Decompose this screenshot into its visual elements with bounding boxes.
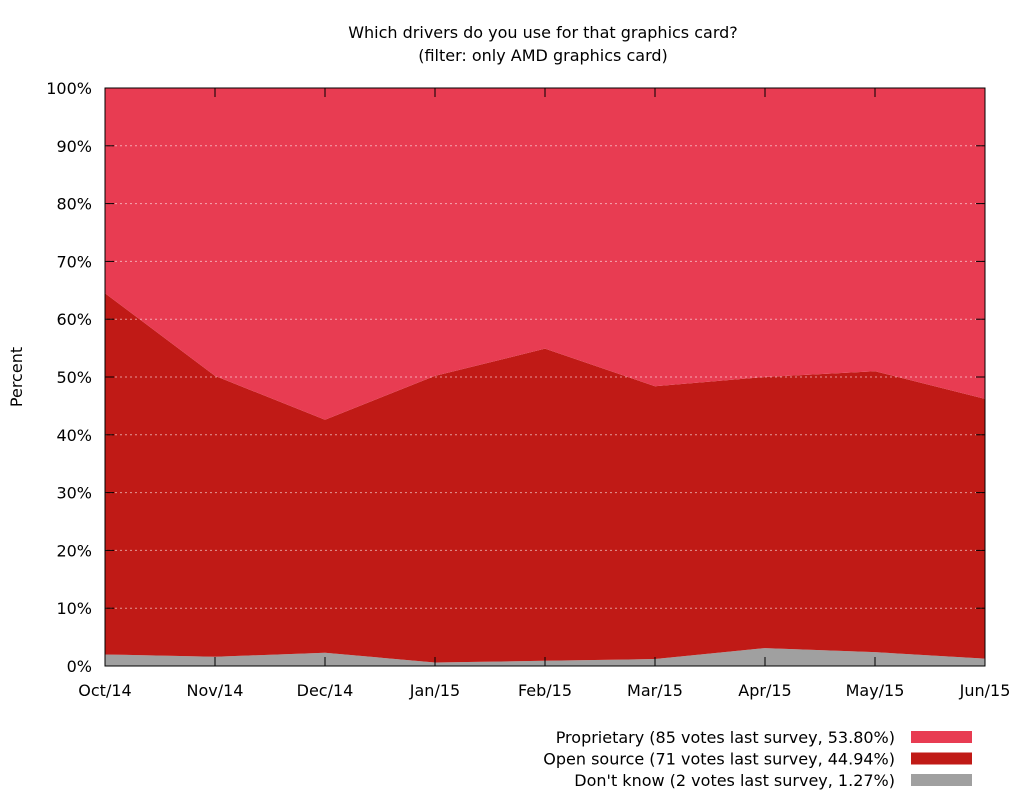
legend-swatch bbox=[911, 752, 972, 765]
y-tick-label: 40% bbox=[56, 426, 92, 445]
y-axis-label: Percent bbox=[7, 347, 26, 407]
series-area-open-source bbox=[105, 293, 985, 663]
legend-swatch bbox=[911, 731, 972, 743]
legend-label: Don't know (2 votes last survey, 1.27%) bbox=[574, 771, 895, 790]
x-tick-label: May/15 bbox=[846, 681, 905, 700]
stacked-areas bbox=[105, 88, 985, 666]
x-tick-label: Jun/15 bbox=[959, 681, 1011, 700]
x-tick-label: Feb/15 bbox=[518, 681, 572, 700]
y-tick-label: 30% bbox=[56, 484, 92, 503]
x-tick-label: Oct/14 bbox=[78, 681, 131, 700]
chart-title: Which drivers do you use for that graphi… bbox=[348, 23, 738, 42]
y-tick-label: 60% bbox=[56, 310, 92, 329]
legend-label: Proprietary (85 votes last survey, 53.80… bbox=[556, 728, 895, 747]
x-tick-label: Dec/14 bbox=[297, 681, 354, 700]
y-tick-label: 100% bbox=[46, 79, 92, 98]
legend: Proprietary (85 votes last survey, 53.80… bbox=[543, 728, 972, 790]
y-tick-label: 50% bbox=[56, 368, 92, 387]
legend-swatch bbox=[911, 774, 972, 786]
y-tick-label: 80% bbox=[56, 195, 92, 214]
y-axis: 0% 10% 20% 30% 40% 50% 60% 70% 80% 90% 100% bbox=[46, 79, 985, 676]
y-tick-label: 70% bbox=[56, 252, 92, 271]
legend-label: Open source (71 votes last survey, 44.94… bbox=[543, 750, 895, 769]
y-tick-label: 0% bbox=[67, 657, 92, 676]
chart-subtitle: (filter: only AMD graphics card) bbox=[418, 46, 668, 65]
series-area-proprietary bbox=[105, 88, 985, 420]
x-tick-label: Nov/14 bbox=[187, 681, 244, 700]
grid-lines bbox=[105, 145, 985, 609]
x-tick-label: Mar/15 bbox=[627, 681, 683, 700]
y-tick-label: 90% bbox=[56, 137, 92, 156]
x-tick-label: Jan/15 bbox=[409, 681, 460, 700]
x-axis: Oct/14 Nov/14 Dec/14 Jan/15 Feb/15 Mar/15 Apr/… bbox=[78, 88, 1010, 700]
x-tick-label: Apr/15 bbox=[738, 681, 791, 700]
y-tick-label: 20% bbox=[56, 541, 92, 560]
y-tick-label: 10% bbox=[56, 599, 92, 618]
